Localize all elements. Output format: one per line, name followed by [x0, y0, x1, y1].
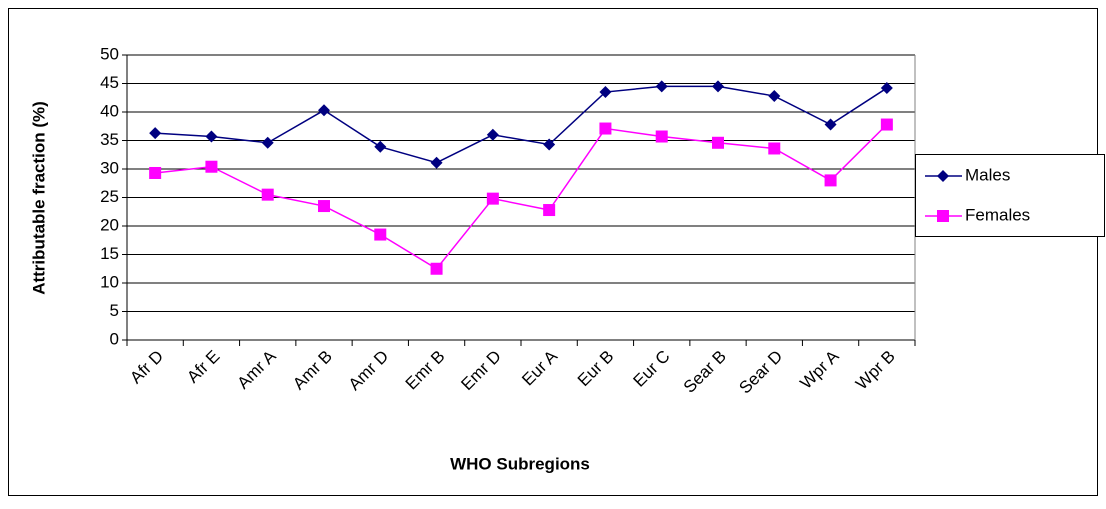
marker	[824, 174, 837, 187]
marker	[261, 136, 274, 149]
y-tick-label: 45	[100, 73, 119, 92]
marker	[149, 166, 162, 179]
marker	[768, 142, 781, 155]
marker	[655, 130, 668, 143]
marker	[599, 122, 612, 135]
marker	[712, 136, 724, 149]
y-tick-label: 15	[100, 244, 119, 263]
series-line	[155, 124, 888, 270]
marker	[937, 210, 949, 222]
marker	[430, 156, 443, 169]
y-tick-label: 50	[100, 44, 119, 63]
marker	[712, 80, 724, 93]
marker	[880, 82, 893, 95]
chart-border	[8, 8, 1098, 496]
y-tick-label: 30	[100, 158, 119, 177]
x-axis-title: WHO Subregions	[450, 454, 590, 473]
y-tick-label: 35	[100, 130, 119, 149]
marker	[599, 86, 612, 99]
marker	[543, 138, 556, 151]
legend-label: Males	[965, 165, 1010, 184]
series-line	[155, 85, 888, 164]
y-tick-label: 20	[100, 215, 119, 234]
marker	[374, 140, 387, 153]
marker	[318, 104, 330, 117]
y-tick-label: 5	[110, 301, 119, 320]
marker	[937, 170, 949, 182]
legend-label: Females	[965, 205, 1030, 224]
y-axis-title: Attributable fraction (%)	[29, 101, 48, 295]
marker	[880, 118, 893, 131]
marker	[149, 127, 162, 140]
marker	[655, 80, 668, 93]
marker	[205, 160, 218, 173]
y-tick-label: 10	[100, 272, 119, 291]
marker	[486, 128, 499, 141]
marker	[768, 90, 781, 103]
y-tick-label: 25	[100, 187, 119, 206]
marker	[205, 130, 218, 143]
marker	[261, 188, 274, 201]
marker	[318, 200, 330, 213]
marker	[486, 192, 499, 205]
marker	[374, 228, 387, 241]
legend-box	[915, 154, 1105, 237]
marker	[543, 204, 556, 217]
y-tick-label: 40	[100, 101, 119, 120]
marker	[430, 262, 443, 275]
marker	[824, 118, 837, 131]
y-tick-label: 0	[110, 329, 119, 348]
